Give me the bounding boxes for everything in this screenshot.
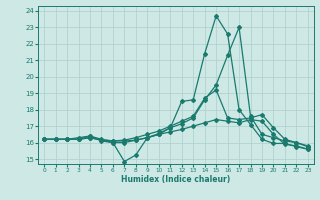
X-axis label: Humidex (Indice chaleur): Humidex (Indice chaleur) [121,175,231,184]
